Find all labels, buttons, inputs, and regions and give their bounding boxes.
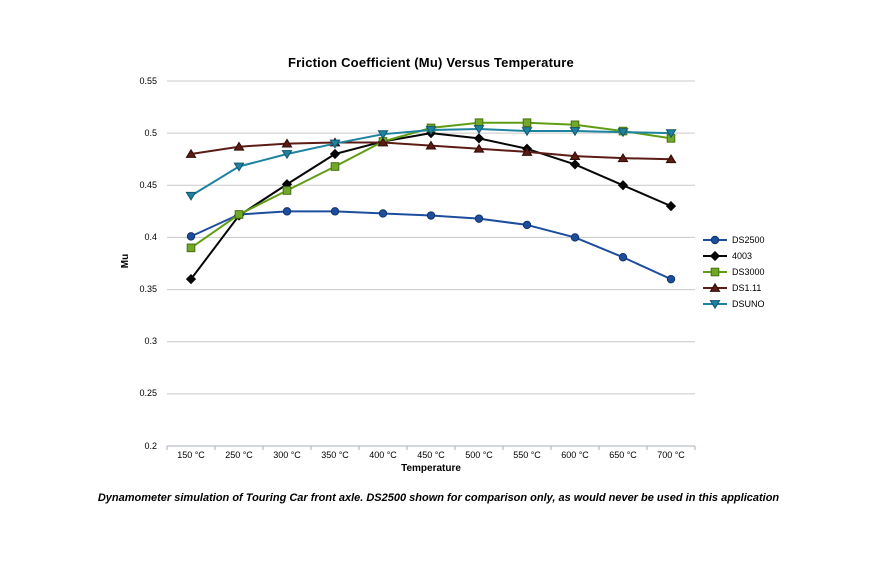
marker-triangle-up — [617, 153, 629, 163]
marker-square — [234, 210, 244, 219]
x-tick-label: 600 °C — [561, 450, 589, 460]
legend-swatch-svg — [703, 251, 727, 261]
y-tick-label: 0.4 — [144, 231, 157, 242]
marker-triangle-up — [233, 141, 245, 151]
legend-swatch-svg — [703, 267, 727, 277]
legend-marker-triangle-down-icon — [703, 299, 727, 309]
x-tick-label: 150 °C — [177, 450, 205, 460]
legend-marker-square-icon — [703, 267, 727, 277]
series-line-DS2500 — [190, 210, 672, 281]
marker-triangle-down — [709, 300, 721, 309]
x-tick-label: 650 °C — [609, 450, 637, 460]
marker-circle — [522, 220, 532, 230]
marker-diamond — [569, 159, 581, 170]
x-tick-label: 350 °C — [321, 450, 349, 460]
marker-triangle-up — [709, 283, 721, 292]
marker-square — [186, 243, 196, 253]
x-tick-label: 500 °C — [465, 450, 493, 460]
legend-label: DSUNO — [732, 299, 765, 309]
marker-diamond — [709, 251, 721, 261]
y-tick-label: 0.45 — [139, 179, 157, 190]
x-tick-label: 550 °C — [513, 450, 541, 460]
legend-swatch-svg — [703, 283, 727, 292]
y-tick-label: 0.2 — [144, 440, 157, 451]
marker-circle — [426, 211, 436, 220]
marker-triangle-up — [569, 150, 581, 160]
legend-item-4003: 4003 — [703, 248, 765, 264]
legend-marker-circle-icon — [703, 235, 727, 245]
marker-triangle-down — [377, 130, 389, 140]
legend-item-ds2500: DS2500 — [703, 232, 765, 248]
legend: DS2500 4003 DS3000 DS1.11 DSUNO — [703, 232, 765, 312]
marker-circle — [186, 232, 196, 241]
y-tick-label: 0.25 — [139, 388, 157, 399]
y-tick-label: 0.35 — [139, 284, 157, 295]
marker-diamond — [473, 133, 485, 144]
marker-triangle-down — [185, 191, 197, 201]
legend-marker-diamond-icon — [703, 251, 727, 261]
marker-circle — [378, 209, 388, 218]
x-tick-label: 300 °C — [273, 450, 301, 460]
marker-circle — [618, 253, 628, 262]
legend-item-dsuno: DSUNO — [703, 296, 765, 312]
x-tick-label: 700 °C — [657, 450, 685, 460]
marker-triangle-up — [281, 138, 293, 148]
legend-label: DS3000 — [732, 267, 765, 277]
chart-caption: Dynamometer simulation of Touring Car fr… — [97, 492, 780, 504]
legend-swatch-svg — [703, 235, 727, 245]
marker-triangle-down — [233, 162, 245, 172]
marker-circle — [474, 214, 484, 223]
marker-square — [522, 118, 532, 128]
y-tick-label: 0.3 — [144, 336, 157, 347]
x-tick-label: 250 °C — [225, 450, 253, 460]
marker-triangle-down — [617, 128, 629, 138]
x-tick-label: 450 °C — [417, 450, 445, 460]
marker-triangle-down — [281, 150, 293, 160]
marker-square — [330, 162, 340, 171]
legend-label: 4003 — [732, 251, 753, 261]
marker-diamond — [329, 148, 341, 160]
marker-triangle-up — [521, 146, 533, 156]
y-axis-title: Mu — [120, 253, 131, 269]
y-tick-label: 0.55 — [139, 75, 157, 86]
x-tick-label: 400 °C — [369, 450, 397, 460]
marker-triangle-up — [377, 137, 389, 147]
legend-label: DS2500 — [732, 235, 765, 245]
legend-marker-triangle-up-icon — [703, 283, 727, 293]
marker-triangle-up — [425, 140, 437, 150]
marker-triangle-down — [665, 129, 677, 139]
y-tick-label: 0.5 — [144, 127, 157, 138]
legend-item-ds3000: DS3000 — [703, 264, 765, 280]
legend-swatch-svg — [703, 300, 727, 309]
marker-square — [282, 186, 292, 195]
marker-triangle-down — [521, 127, 533, 137]
marker-diamond — [617, 180, 629, 191]
marker-circle — [710, 235, 720, 245]
marker-circle — [570, 233, 580, 242]
marker-diamond — [185, 274, 197, 285]
marker-circle — [330, 207, 340, 216]
marker-triangle-down — [473, 125, 485, 135]
x-axis-title: Temperature — [401, 463, 461, 474]
marker-triangle-down — [329, 139, 341, 149]
marker-triangle-down — [425, 126, 437, 136]
series-line-4003 — [190, 132, 672, 280]
marker-diamond — [665, 201, 677, 212]
marker-circle — [666, 274, 676, 284]
marker-square — [710, 267, 720, 277]
marker-circle — [282, 207, 292, 216]
marker-triangle-up — [665, 154, 677, 164]
legend-label: DS1.11 — [732, 283, 762, 293]
marker-triangle-up — [185, 148, 197, 158]
legend-item-ds1-11: DS1.11 — [703, 280, 765, 296]
marker-triangle-down — [569, 127, 581, 137]
marker-triangle-up — [473, 143, 485, 153]
chart-title: Friction Coefficient (Mu) Versus Tempera… — [288, 55, 574, 70]
